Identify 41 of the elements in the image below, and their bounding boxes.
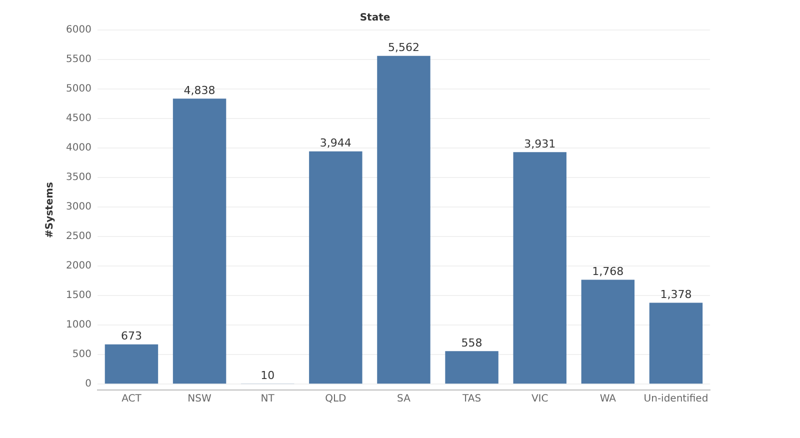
data-label: 3,931 (524, 137, 556, 150)
y-tick-label: 3500 (66, 172, 92, 184)
y-tick-label: 500 (72, 349, 92, 360)
y-tick-label: 1500 (66, 290, 92, 302)
data-label: 10 (260, 368, 275, 382)
bar (309, 151, 362, 384)
x-tick-label: WA (600, 394, 616, 405)
data-label: 673 (120, 330, 142, 343)
y-tick-label: 5000 (66, 84, 92, 95)
bar (445, 351, 498, 384)
x-tick-label: ACT (122, 394, 142, 405)
data-label: 1,378 (660, 288, 692, 302)
x-tick-label: VIC (531, 394, 548, 405)
y-tick-label: 1000 (66, 320, 92, 331)
bar (649, 302, 703, 384)
bar (172, 98, 226, 384)
y-tick-label: 4000 (66, 142, 92, 154)
y-tick-label: 5500 (66, 54, 92, 66)
y-tick-label: 6000 (66, 24, 92, 36)
x-tick-label: SA (397, 394, 411, 405)
data-label: 1,768 (592, 265, 624, 278)
y-tick-label: 0 (85, 378, 92, 390)
x-tick-label: NSW (188, 394, 212, 405)
data-label: 558 (461, 336, 482, 350)
data-label: 5,562 (388, 41, 420, 54)
y-tick-label: 3000 (66, 202, 92, 213)
bar (104, 344, 158, 384)
y-tick-label: 2000 (66, 260, 92, 272)
bar (377, 56, 430, 384)
x-tick-label: TAS (462, 394, 482, 405)
y-tick-label: 4500 (66, 113, 92, 124)
y-axis-title: #Systems (44, 182, 56, 238)
y-tick-label: 2500 (66, 231, 92, 242)
x-tick-label: QLD (325, 394, 347, 405)
data-label: 3,944 (320, 136, 352, 150)
data-label: 4,838 (184, 84, 216, 97)
x-tick-label: NT (260, 394, 276, 405)
x-tick-label: Un-identified (644, 394, 708, 405)
bar (513, 152, 566, 384)
x-axis-title: State (360, 12, 390, 24)
bar (581, 280, 635, 384)
